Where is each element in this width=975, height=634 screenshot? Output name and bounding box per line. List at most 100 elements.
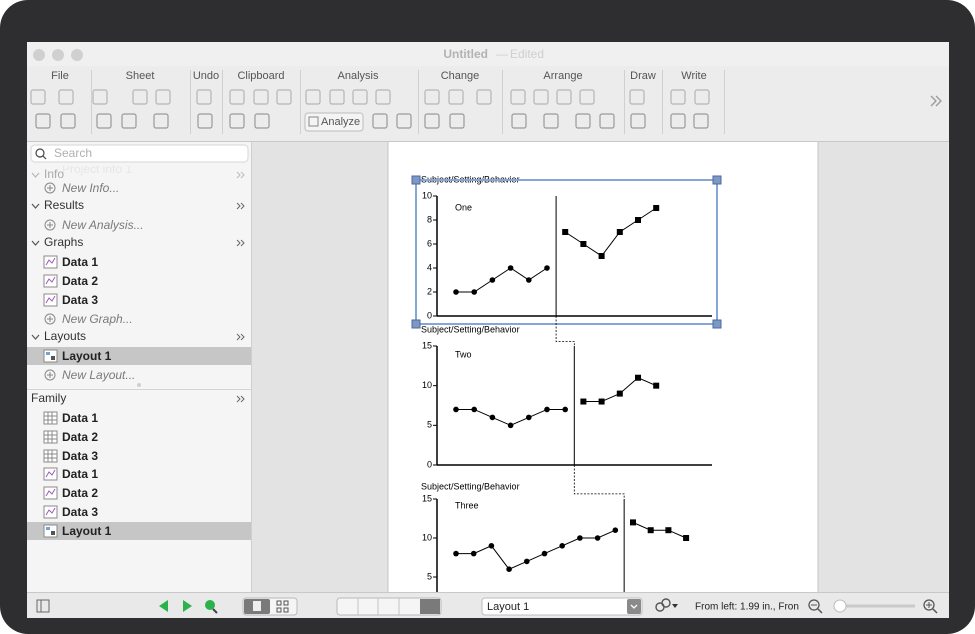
toolbar-icon[interactable] [375, 89, 391, 105]
toolbar-icon[interactable] [153, 113, 169, 129]
toolbar-icon[interactable] [254, 113, 270, 129]
toolbar-icon[interactable] [599, 113, 615, 129]
section-title[interactable]: Results [44, 198, 84, 212]
new-item[interactable]: New Info... [62, 181, 119, 195]
sheet-item[interactable]: Data 3 [62, 505, 98, 519]
toolbar-icon[interactable] [30, 89, 46, 105]
selection-handle[interactable] [712, 175, 722, 185]
toolbar-icon[interactable] [556, 89, 572, 105]
new-item[interactable]: New Analysis... [62, 218, 144, 232]
toolbar-icon[interactable] [579, 89, 595, 105]
section-more[interactable] [236, 239, 241, 247]
sheet-type-toggle[interactable] [336, 597, 442, 616]
overflow-chevron[interactable] [935, 95, 942, 107]
sheet-item[interactable]: Data 3 [62, 449, 98, 463]
sheet-item[interactable]: Layout 1 [62, 524, 112, 538]
sidebar-toggle[interactable] [36, 599, 50, 613]
toolbar-icon[interactable] [253, 89, 269, 105]
toolbar-icon[interactable] [96, 113, 112, 129]
toolbar-icon[interactable] [694, 89, 710, 105]
analyze-button[interactable] [304, 112, 364, 132]
data-point [594, 535, 601, 541]
toolbar-icon[interactable] [352, 89, 368, 105]
toolbar-icon[interactable] [448, 89, 464, 105]
toolbar-icon[interactable] [575, 113, 591, 129]
toolbar-icon[interactable] [229, 113, 245, 129]
zoom-slider-knob[interactable] [833, 599, 847, 613]
sheet-type-selected[interactable] [420, 599, 440, 614]
sheet-item[interactable]: Data 1 [62, 411, 98, 425]
section-more[interactable] [240, 395, 245, 403]
toolbar-icon[interactable] [155, 89, 171, 105]
disclosure[interactable] [31, 203, 40, 209]
toolbar-icon[interactable] [424, 89, 440, 105]
section-more[interactable] [240, 202, 245, 210]
section-more[interactable] [240, 333, 245, 341]
toolbar-icon[interactable] [196, 89, 212, 105]
toolbar-icon[interactable] [35, 113, 51, 129]
toolbar-icon[interactable] [329, 89, 345, 105]
toolbar-icon[interactable] [533, 89, 549, 105]
minimize-button[interactable] [52, 49, 64, 61]
graph[interactable]: Subject/Setting/Behavior Three 5 10 15 [421, 481, 712, 616]
toolbar-icon[interactable] [92, 89, 108, 105]
toolbar-icon[interactable] [510, 89, 526, 105]
toolbar-icon[interactable] [276, 89, 292, 105]
section-more[interactable] [236, 202, 241, 210]
toolbar-icon[interactable] [396, 113, 412, 129]
section-more[interactable] [236, 395, 241, 403]
section-more[interactable] [240, 239, 245, 247]
section-title[interactable]: Layouts [44, 329, 86, 343]
section-more[interactable] [236, 333, 241, 341]
toolbar-icon[interactable] [132, 89, 148, 105]
zoom-button[interactable] [71, 49, 83, 61]
toolbar-icon[interactable] [543, 113, 559, 129]
selection-handle[interactable] [411, 319, 421, 329]
link-menu-arrow[interactable] [672, 604, 678, 608]
sheet-item[interactable]: Data 2 [62, 486, 98, 500]
disclosure[interactable] [31, 334, 40, 340]
new-item[interactable]: New Graph... [62, 312, 133, 326]
selection-handle[interactable] [411, 175, 421, 185]
toolbar-icon[interactable] [229, 89, 245, 105]
split-handle[interactable] [137, 383, 141, 387]
zoom-out[interactable] [808, 599, 820, 611]
layout-select[interactable] [481, 597, 643, 616]
toolbar-icon[interactable] [693, 113, 709, 129]
section-title[interactable]: Family [31, 391, 66, 405]
sheet-item[interactable]: Data 1 [62, 467, 98, 481]
toolbar-icon[interactable] [424, 113, 440, 129]
sheet-item[interactable]: Data 1 [62, 255, 98, 269]
toolbar-icon[interactable] [630, 113, 646, 129]
toolbar-icon[interactable] [60, 113, 76, 129]
new-item[interactable]: New Layout... [62, 368, 135, 382]
toolbar-icon[interactable] [121, 113, 137, 129]
toolbar-icon[interactable] [476, 89, 492, 105]
toolbar-icon[interactable] [449, 113, 465, 129]
section-title[interactable]: Graphs [44, 235, 83, 249]
sheet-item[interactable]: Data 2 [62, 430, 98, 444]
toolbar-icon[interactable] [58, 89, 74, 105]
sheet-item[interactable]: Data 3 [62, 293, 98, 307]
toolbar-icon[interactable] [629, 89, 645, 105]
overflow-chevron[interactable] [930, 95, 937, 107]
next-sheet[interactable] [183, 600, 192, 612]
toolbar-icon[interactable] [670, 89, 686, 105]
sheet-item[interactable]: Layout 1 [62, 349, 112, 363]
graph[interactable]: Subject/Setting/Behavior Two 0 5 10 15 [421, 324, 712, 469]
search-field[interactable] [30, 144, 249, 163]
selection-handle[interactable] [712, 319, 722, 329]
previous-sheet[interactable] [159, 600, 168, 612]
toolbar-icon[interactable] [511, 113, 527, 129]
select-arrow[interactable] [627, 599, 641, 614]
zoom-in[interactable] [923, 599, 935, 611]
find-sheet[interactable] [205, 600, 215, 610]
close-button[interactable] [33, 49, 45, 61]
toolbar-icon[interactable] [670, 113, 686, 129]
toolbar-icon[interactable] [372, 113, 388, 129]
toolbar-icon[interactable] [197, 113, 213, 129]
sheet-item[interactable]: Data 2 [62, 274, 98, 288]
toolbar-icon[interactable] [305, 89, 321, 105]
disclosure[interactable] [31, 240, 40, 246]
